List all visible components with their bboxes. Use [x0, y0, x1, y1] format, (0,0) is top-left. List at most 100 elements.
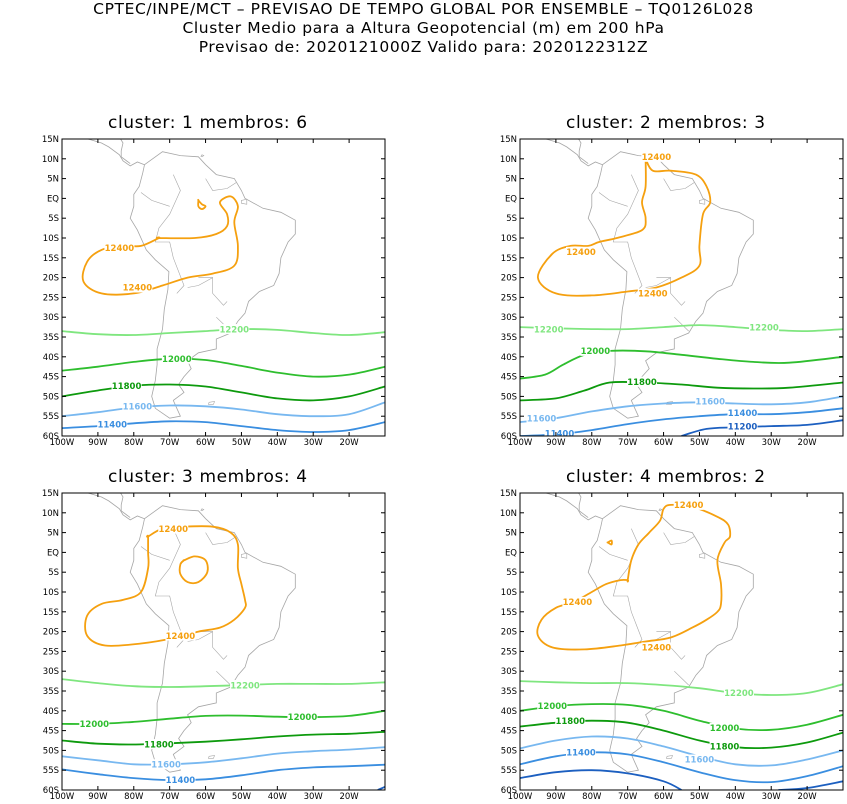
- lon-label: 20W: [797, 438, 817, 448]
- contour-label-11600: 11600: [527, 414, 557, 424]
- contour-label-bg: [287, 711, 318, 722]
- country-border: [187, 631, 213, 642]
- country-border: [216, 670, 231, 686]
- contour-label-11600: 11600: [151, 760, 181, 770]
- contour-label-bg: [641, 151, 672, 162]
- contour-label-bg: [749, 322, 780, 333]
- lon-label: 50W: [690, 792, 710, 802]
- lat-label: 5S: [48, 568, 59, 578]
- contour-label-11800: 11800: [555, 717, 585, 727]
- lat-label: 50S: [43, 746, 59, 756]
- lat-label: EQ: [505, 194, 517, 204]
- lat-label: 20S: [501, 628, 517, 638]
- lon-label: 90W: [546, 438, 566, 448]
- lat-label: 55S: [501, 766, 517, 776]
- lat-label: 40S: [43, 707, 59, 717]
- lat-label: 35S: [43, 333, 59, 343]
- lat-label: 25S: [43, 293, 59, 303]
- lat-label: 15S: [43, 608, 59, 618]
- map-layer: 12400 12400 12200 12000 11800 11600 11400: [62, 139, 385, 433]
- lat-label: 20S: [501, 274, 517, 284]
- lat-label: 40S: [501, 707, 517, 717]
- contour-12000: [520, 703, 843, 732]
- contour-label-bg: [684, 754, 715, 765]
- contour-label-bg: [709, 722, 740, 733]
- lon-label: 60W: [196, 792, 216, 802]
- lon-label: 60W: [654, 792, 674, 802]
- contour-label-12400: 12400: [566, 248, 596, 258]
- coastline: [578, 493, 589, 518]
- panel-title-1: cluster: 1 membros: 6: [108, 113, 308, 133]
- lon-label: 90W: [88, 438, 108, 448]
- contour-label-11600: 11600: [695, 397, 725, 407]
- country-border: [198, 631, 228, 660]
- country-border: [612, 174, 643, 294]
- lat-label: 5N: [505, 175, 517, 185]
- lat-label: 10S: [43, 588, 59, 598]
- country-border: [656, 277, 686, 306]
- panel-title-2: cluster: 2 membros: 3: [566, 113, 766, 133]
- map-frame: [519, 492, 844, 791]
- contour-label-12400: 12400: [638, 290, 668, 300]
- lat-label: 45S: [501, 727, 517, 737]
- lat-label: 5N: [47, 529, 59, 539]
- contour-label-bg: [727, 421, 758, 432]
- contour-label-bg: [566, 246, 597, 257]
- contour-label-12400: 12400: [123, 284, 153, 294]
- island: [200, 508, 205, 512]
- map-panel-3: 12400 12400 12200 12000 12000 11800 11600 11400…: [42, 489, 386, 802]
- coastline: [120, 493, 131, 518]
- map-panel-1: 12400 12400 12200 12000 11800 11600 11400 15N 10…: [42, 135, 386, 448]
- lat-label: 15S: [501, 254, 517, 264]
- contour-11400: [62, 763, 385, 782]
- contour-label-bg: [562, 596, 593, 607]
- country-border: [598, 546, 628, 561]
- lat-label: 40S: [43, 353, 59, 363]
- country-border: [140, 192, 170, 207]
- lon-label: 80W: [124, 438, 144, 448]
- contour-11200: [778, 780, 843, 790]
- lon-label: 20W: [339, 438, 359, 448]
- contour-label-12400: 12400: [642, 153, 672, 163]
- lat-label: 10N: [500, 509, 517, 519]
- contour-label-12200: 12200: [724, 689, 754, 699]
- map-frame: [519, 138, 844, 437]
- lat-label: 15N: [42, 489, 59, 499]
- contour-label-12400: 12400: [674, 501, 704, 511]
- contour-12400: [536, 503, 732, 651]
- lat-label: EQ: [47, 548, 59, 558]
- contour-label-bg: [158, 523, 189, 534]
- contour-label-bg: [151, 759, 182, 770]
- island: [207, 755, 215, 759]
- contour-12400: [84, 525, 247, 647]
- lon-label: 70W: [618, 792, 638, 802]
- map-layer: 12400 12400 12200 12000 12000 11800 11600 11400: [62, 493, 385, 790]
- contour-12200: [520, 324, 843, 333]
- country-border: [663, 532, 695, 545]
- contour-label-bg: [555, 715, 586, 726]
- lat-label: 5N: [47, 175, 59, 185]
- lat-label: 50S: [43, 392, 59, 402]
- map-frame: [61, 138, 386, 437]
- contour-12200: [62, 678, 385, 688]
- contour-label-12000: 12000: [288, 713, 318, 723]
- map-layer: 12400 12400 12400 12200 12000 12000 11800 11800…: [520, 493, 843, 790]
- lat-label: 45S: [43, 727, 59, 737]
- contour-label-bg: [230, 680, 261, 691]
- contour-label-11800: 11800: [144, 740, 174, 750]
- coastline: [129, 151, 296, 419]
- contour-11600: [520, 395, 843, 423]
- contour-label-12000: 12000: [538, 702, 568, 712]
- lon-label: 60W: [654, 438, 674, 448]
- contour-label-bg: [165, 774, 196, 785]
- lat-label: 55S: [501, 412, 517, 422]
- lat-label: 15N: [42, 135, 59, 145]
- lat-label: 60S: [501, 786, 517, 796]
- lat-label: 60S: [501, 432, 517, 442]
- lon-label: 30W: [762, 792, 782, 802]
- lon-label: 90W: [88, 792, 108, 802]
- lat-label: 30S: [501, 313, 517, 323]
- contour-label-bg: [161, 353, 192, 364]
- contour-label-bg: [727, 408, 758, 419]
- contour-label-bg: [219, 324, 250, 335]
